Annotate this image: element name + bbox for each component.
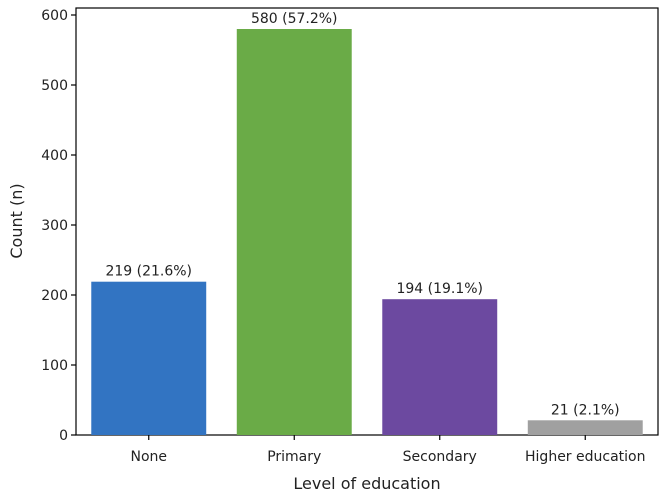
y-axis-title: Count (n): [7, 183, 26, 258]
y-tick-label: 100: [41, 358, 68, 374]
data-label: 21 (2.1%): [551, 402, 620, 418]
bar-secondary: [382, 299, 498, 435]
bar-primary: [236, 29, 352, 435]
y-tick-label: 500: [41, 78, 68, 94]
x-axis: None Primary Secondary Higher education: [130, 435, 645, 465]
data-label: 580 (57.2%): [251, 11, 338, 27]
y-tick-label: 400: [41, 148, 68, 164]
x-tick-label: Higher education: [525, 449, 645, 465]
bars: [91, 29, 643, 435]
y-tick-label: 300: [41, 218, 68, 234]
y-tick-label: 200: [41, 288, 68, 304]
bar-higher-education: [527, 420, 643, 435]
x-tick-label: Primary: [267, 449, 321, 465]
bar-none: [91, 281, 207, 435]
x-tick-label: Secondary: [403, 449, 477, 465]
x-tick-label: None: [130, 449, 167, 465]
y-tick-label: 0: [59, 428, 68, 444]
x-axis-title: Level of education: [293, 474, 440, 493]
data-label: 194 (19.1%): [396, 281, 483, 297]
y-tick-label: 600: [41, 8, 68, 24]
data-labels: 219 (21.6%) 580 (57.2%) 194 (19.1%) 21 (2.1…: [105, 11, 619, 418]
y-axis: 0 100 200 300 400 500 600: [41, 8, 76, 444]
data-label: 219 (21.6%): [105, 264, 192, 280]
